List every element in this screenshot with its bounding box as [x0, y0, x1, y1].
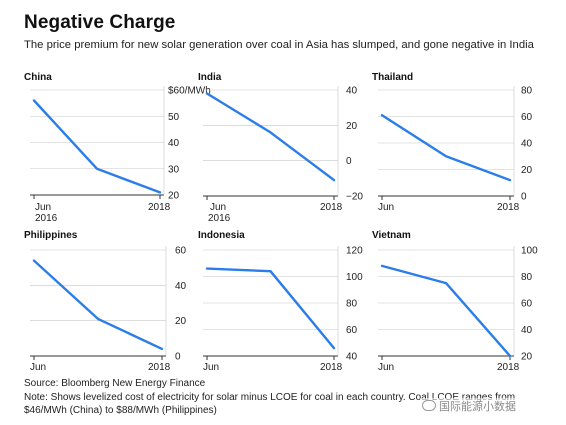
y-tick-label-indonesia-0: 40	[346, 352, 358, 363]
x-tick-label-china-end: 2018	[148, 202, 171, 213]
y-tick-label-vietnam-3: 80	[521, 272, 533, 283]
x-tick-label-philippines-end: 2018	[148, 362, 171, 373]
x-tick-label-philippines-start: Jun	[30, 362, 46, 373]
page-title: Negative Charge	[24, 12, 176, 33]
y-tick-label-indonesia-2: 80	[346, 299, 358, 310]
series-line-thailand	[380, 113, 512, 182]
y-tick-label-vietnam-2: 60	[521, 299, 533, 310]
y-tick-label-china-3: 50	[168, 112, 180, 123]
x-tick-label-vietnam-start: Jun	[378, 362, 394, 373]
footnote: Note: Shows levelized cost of electricit…	[24, 392, 516, 416]
x-tick-label-indonesia-end: 2018	[320, 362, 343, 373]
y-tick-label-thailand-3: 60	[521, 112, 533, 123]
x-tick-label-india-end: 2018	[320, 202, 343, 213]
x-tick-label-china-year: 2016	[35, 213, 58, 224]
y-tick-label-china-0: 20	[168, 191, 180, 202]
panel-title-thailand: Thailand	[372, 72, 413, 83]
x-tick-label-indonesia-start: Jun	[203, 362, 219, 373]
y-tick-label-indonesia-3: 100	[346, 272, 363, 283]
y-tick-label-thailand-1: 20	[521, 165, 533, 176]
panel-title-philippines: Philippines	[24, 230, 78, 241]
y-tick-label-indonesia-4: 120	[346, 246, 363, 257]
y-tick-label-philippines-3: 60	[175, 246, 187, 257]
y-tick-label-india-3: 40	[346, 86, 358, 97]
y-tick-label-thailand-2: 40	[521, 139, 533, 150]
y-tick-label-philippines-2: 40	[175, 281, 187, 292]
series-line-vietnam	[380, 264, 512, 358]
y-tick-label-india-0: −20	[346, 192, 363, 203]
series-line-india	[205, 92, 336, 182]
series-line-china	[32, 99, 162, 194]
panel-title-indonesia: Indonesia	[198, 230, 245, 241]
x-tick-label-china-start: Jun	[35, 202, 51, 213]
y-tick-label-china-2: 40	[168, 138, 180, 149]
x-tick-label-vietnam-end: 2018	[497, 362, 520, 373]
source-note: Source: Bloomberg New Energy Finance	[24, 378, 206, 389]
x-tick-label-thailand-end: 2018	[497, 202, 520, 213]
y-tick-label-india-2: 20	[346, 121, 358, 132]
panel-title-vietnam: Vietnam	[372, 230, 411, 241]
y-tick-label-philippines-0: 0	[175, 352, 181, 363]
page-subtitle: The price premium for new solar generati…	[24, 39, 534, 51]
y-tick-label-china-4: $60/MWh	[168, 86, 211, 97]
panel-title-china: China	[24, 72, 52, 83]
panel-title-india: India	[198, 72, 222, 83]
y-tick-label-thailand-4: 80	[521, 86, 533, 97]
watermark-text: 国际能源小数据	[439, 401, 516, 413]
y-tick-label-indonesia-1: 60	[346, 325, 358, 336]
y-tick-label-vietnam-1: 40	[521, 325, 533, 336]
x-tick-label-india-start: Jun	[210, 202, 226, 213]
wechat-icon	[422, 400, 436, 411]
x-tick-label-thailand-start: Jun	[378, 202, 394, 213]
series-line-indonesia	[205, 267, 336, 350]
y-tick-label-vietnam-4: 100	[521, 246, 538, 257]
y-tick-label-china-1: 30	[168, 164, 180, 175]
x-tick-label-india-year: 2016	[208, 213, 231, 224]
y-tick-label-india-1: 0	[346, 156, 352, 167]
watermark: 国际能源小数据	[420, 398, 518, 414]
series-line-philippines	[32, 259, 164, 351]
y-tick-label-thailand-0: 0	[521, 192, 527, 203]
y-tick-label-philippines-1: 20	[175, 316, 187, 327]
y-tick-label-vietnam-0: 20	[521, 352, 533, 363]
